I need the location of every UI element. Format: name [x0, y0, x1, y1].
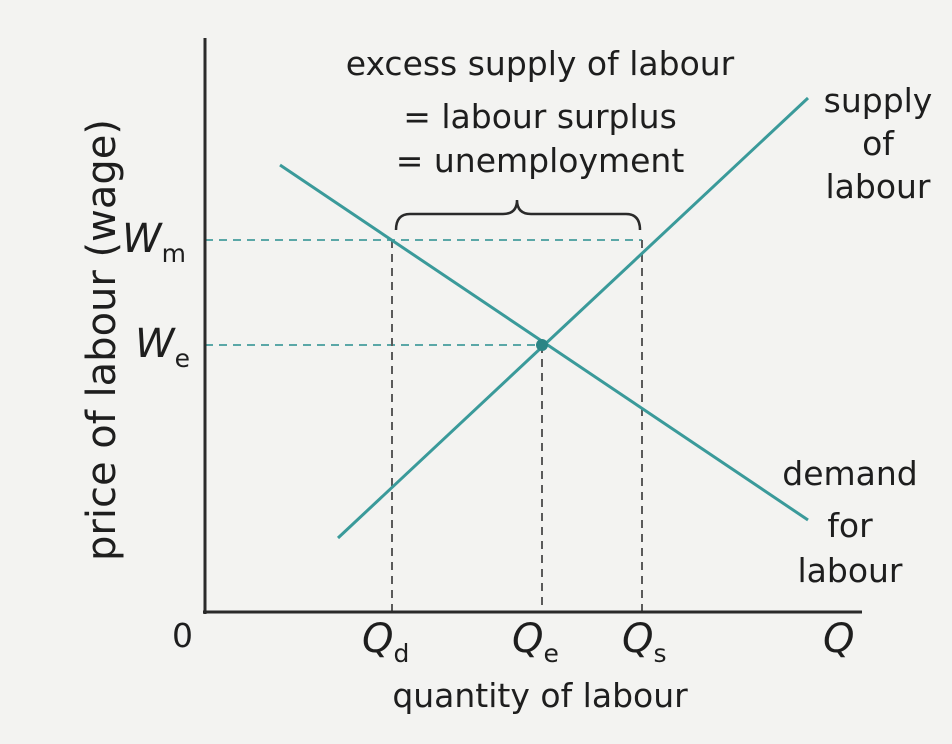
- equilibrium-point: [536, 339, 548, 351]
- demand-label-line-3: labour: [797, 551, 902, 590]
- supply-curve: [336, 96, 810, 540]
- excess-supply-brace: [394, 199, 642, 231]
- supply-label-line-3: labour: [825, 167, 930, 206]
- qe-label: Qe: [512, 616, 559, 668]
- qs-label: Qs: [622, 616, 667, 668]
- wm-label: Wm: [122, 216, 186, 268]
- supply-label-line-2: of: [862, 124, 895, 163]
- y-axis-label: price of labour (wage): [79, 119, 125, 561]
- demand-label-line-1: demand: [782, 454, 917, 493]
- demand-label-line-2: for: [827, 506, 873, 545]
- supply-label-line-1: supply: [824, 81, 933, 120]
- qd-label: Qd: [362, 616, 409, 668]
- annotation-line-2: = labour surplus: [403, 97, 677, 136]
- origin-label: 0: [172, 616, 193, 655]
- x-end-label: Q: [823, 616, 854, 662]
- we-label: We: [135, 321, 190, 373]
- x-axis-label: quantity of labour: [392, 676, 688, 715]
- annotation-line-1: excess supply of labour: [346, 44, 735, 83]
- annotation-line-3: = unemployment: [396, 141, 685, 180]
